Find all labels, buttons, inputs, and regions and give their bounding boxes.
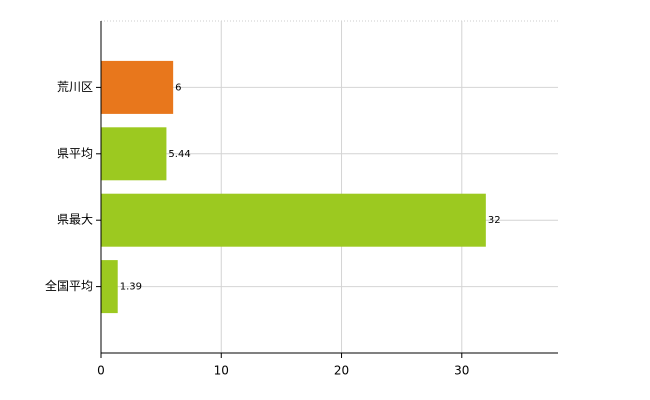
x-tick-label: 30 xyxy=(454,364,469,378)
bar xyxy=(101,193,486,247)
y-tick-label: 全国平均 xyxy=(45,278,93,293)
value-label: 6 xyxy=(175,82,181,93)
bar xyxy=(101,60,174,114)
value-label: 5.44 xyxy=(168,149,190,160)
x-tick-label: 20 xyxy=(334,364,349,378)
value-label: 32 xyxy=(488,215,501,226)
y-tick-label: 県最大 xyxy=(57,213,93,227)
value-label: 1.39 xyxy=(120,282,142,293)
bar xyxy=(101,127,167,181)
bar xyxy=(101,260,118,314)
x-tick-label: 10 xyxy=(214,364,229,378)
x-tick-label: 0 xyxy=(97,364,105,378)
y-tick-label: 県平均 xyxy=(57,146,93,160)
y-tick-label: 荒川区 xyxy=(57,80,93,94)
